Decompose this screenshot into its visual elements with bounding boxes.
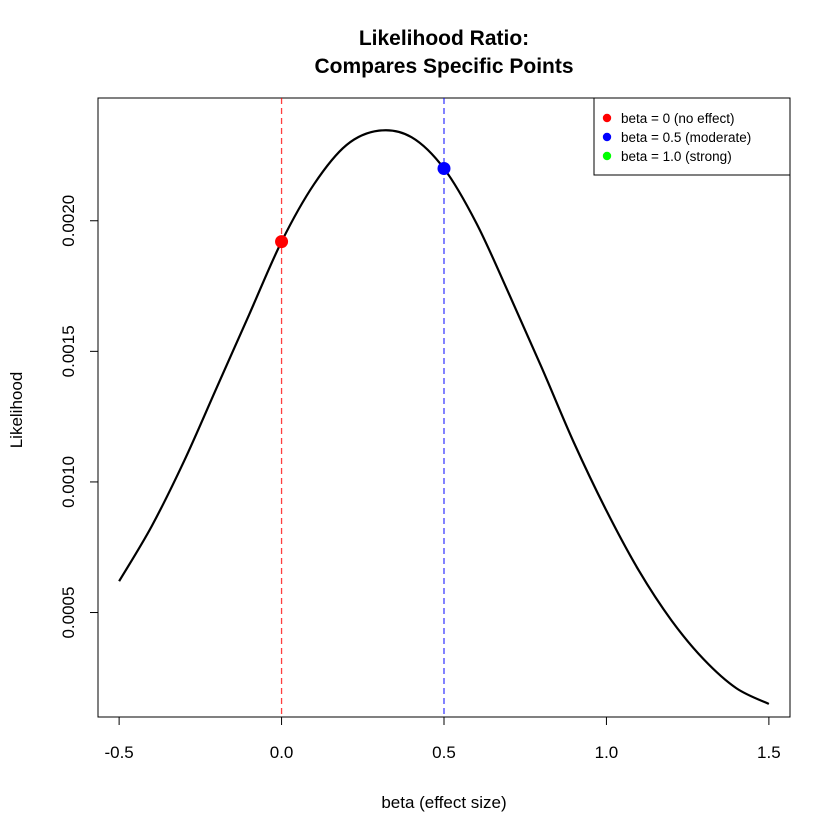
chart-title-line1: Likelihood Ratio:	[359, 27, 529, 50]
y-axis-label: Likelihood	[7, 372, 26, 449]
reference-lines	[280, 98, 445, 717]
highlight-point-0	[275, 235, 289, 249]
y-tick-label-1: 0.0010	[59, 456, 78, 508]
y-tick-label-2: 0.0015	[59, 325, 78, 377]
highlight-point-1	[437, 162, 451, 176]
chart-legend: beta = 0 (no effect) beta = 0.5 (moderate…	[593, 97, 791, 176]
x-tick-label-4: 1.5	[757, 743, 781, 762]
legend-marker-0	[602, 113, 612, 123]
chart-title-line2: Compares Specific Points	[314, 55, 573, 78]
x-tick-label-2: 0.5	[432, 743, 456, 762]
legend-label-0: beta = 0 (no effect)	[621, 111, 734, 126]
highlight-points	[275, 162, 451, 249]
legend-label-2: beta = 1.0 (strong)	[621, 149, 732, 164]
x-axis: -0.5 0.0 0.5 1.0 1.5	[104, 716, 781, 762]
legend-label-1: beta = 0.5 (moderate)	[621, 130, 751, 145]
y-axis: 0.0005 0.0010 0.0015 0.0020	[59, 195, 99, 639]
y-tick-label-0: 0.0005	[59, 587, 78, 639]
x-axis-label: beta (effect size)	[381, 793, 506, 812]
x-tick-label-3: 1.0	[595, 743, 619, 762]
y-tick-label-3: 0.0020	[59, 195, 78, 247]
x-tick-label-1: 0.0	[270, 743, 294, 762]
legend-box	[593, 97, 791, 176]
legend-marker-2	[602, 151, 612, 161]
x-tick-label-0: -0.5	[104, 743, 133, 762]
legend-marker-1	[602, 132, 612, 142]
